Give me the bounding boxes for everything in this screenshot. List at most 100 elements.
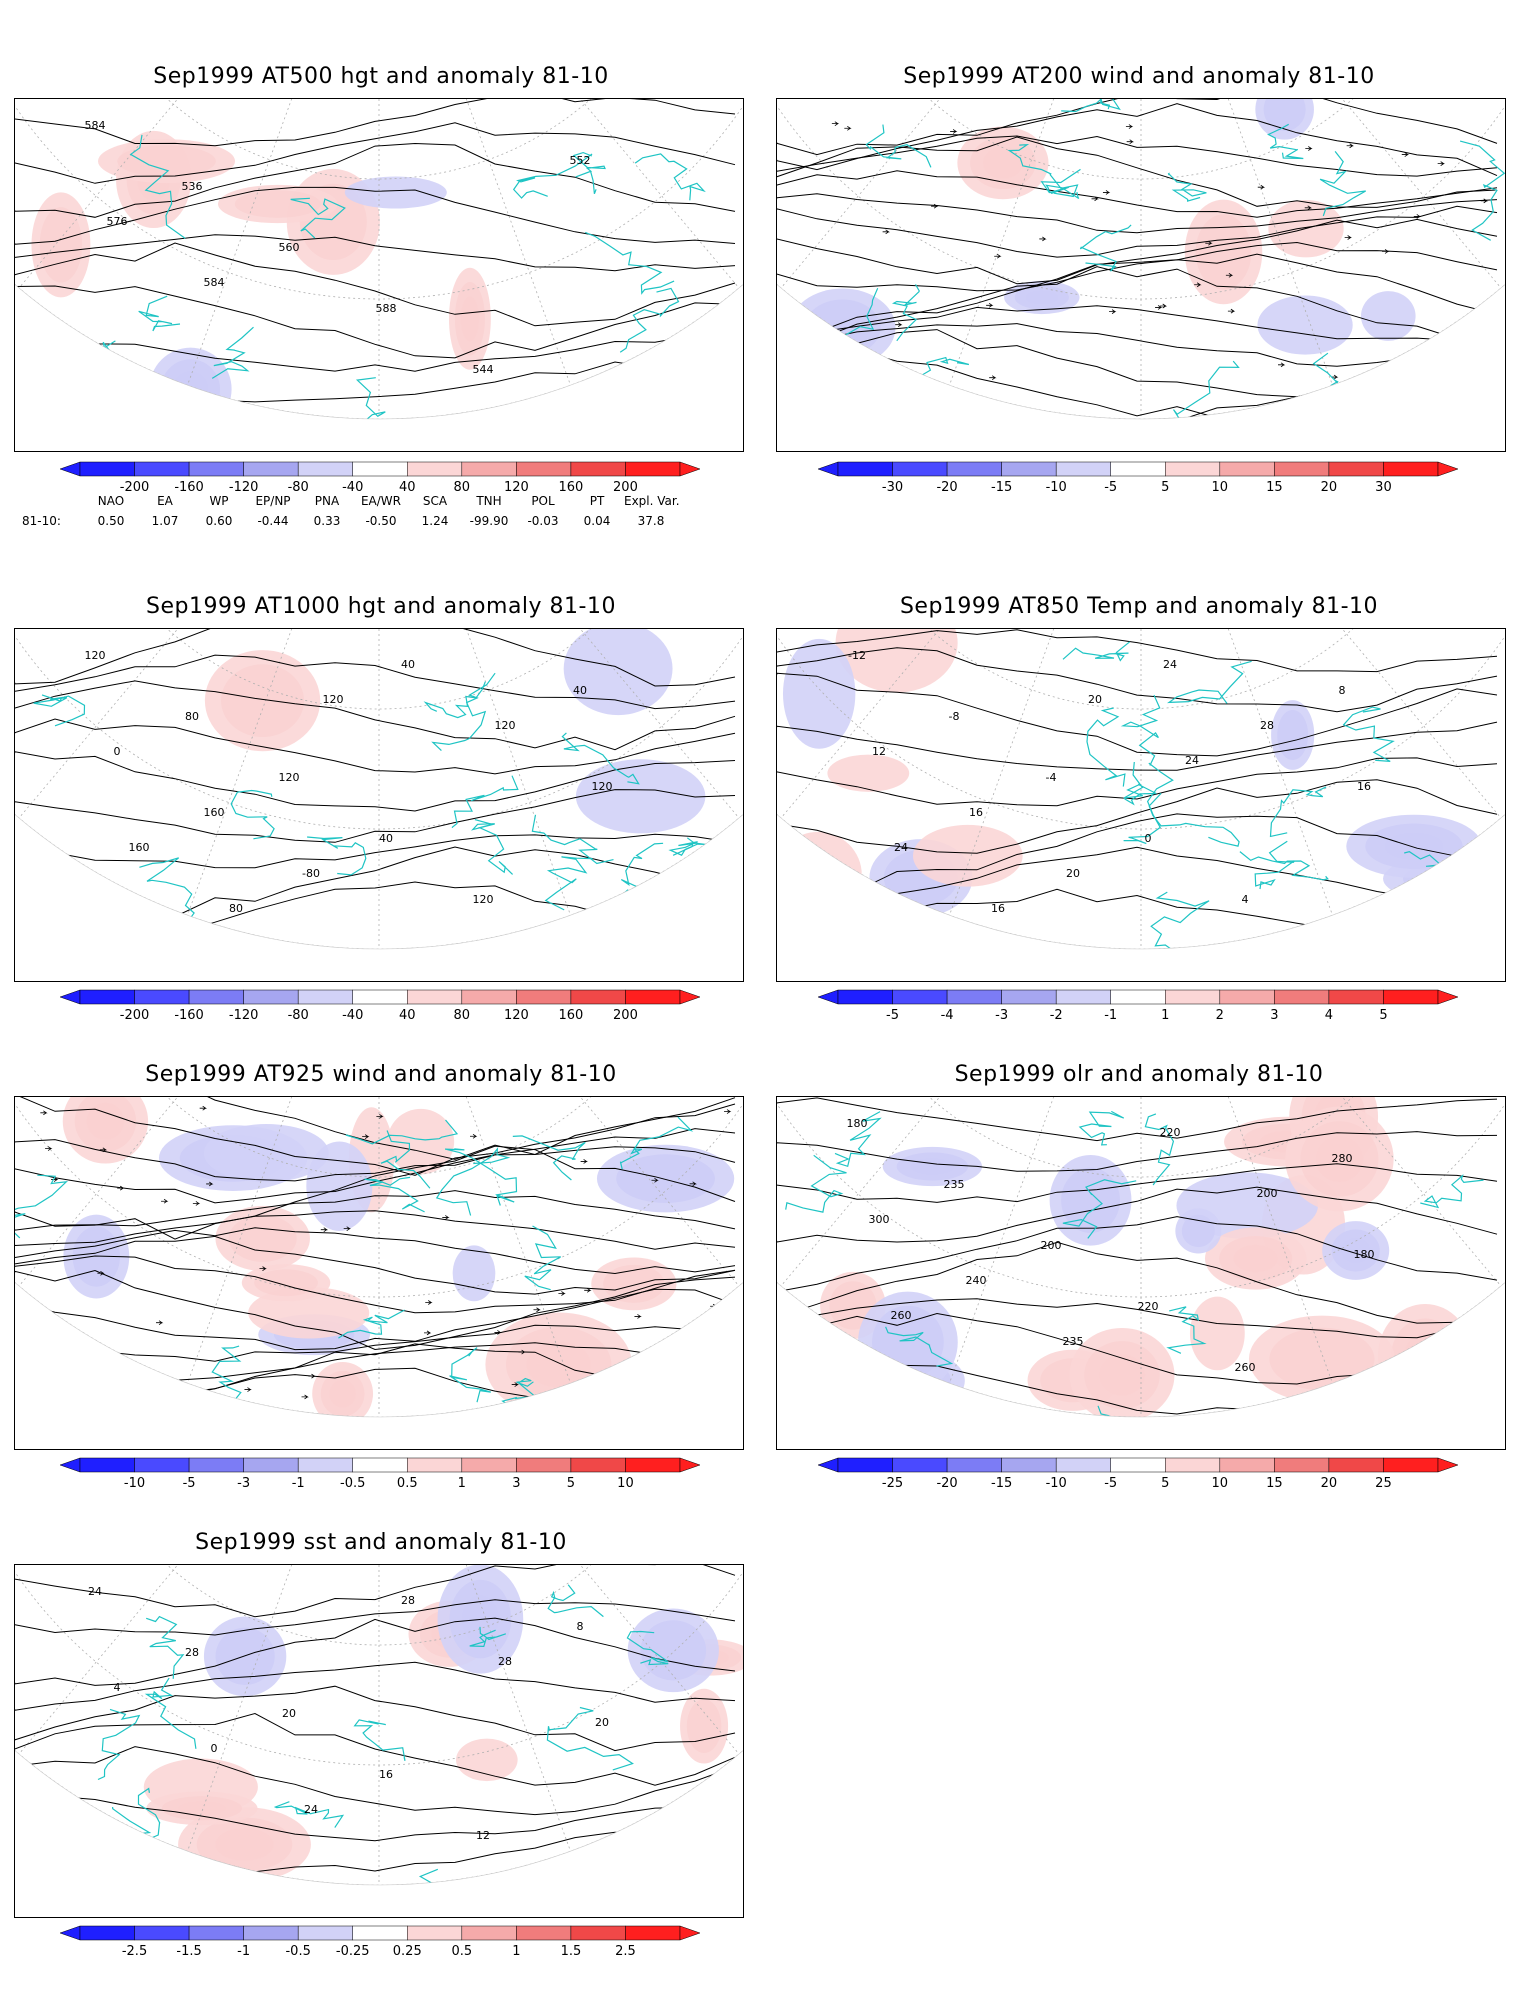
index-value: 1.24 bbox=[421, 514, 449, 528]
longitude-gridline bbox=[378, 629, 743, 670]
colorbar-tick-label: -40 bbox=[342, 1008, 363, 1023]
negative-anomaly bbox=[203, 1124, 329, 1183]
colorbar-swatch bbox=[892, 461, 948, 477]
colorbar-swatch bbox=[892, 989, 948, 1005]
contour-line bbox=[777, 305, 1498, 342]
colorbar-tick-label: -5 bbox=[183, 1476, 196, 1491]
colorbar-tick-label: 40 bbox=[399, 1008, 416, 1023]
panel-title: Sep1999 AT200 wind and anomaly 81-10 bbox=[903, 64, 1375, 89]
colorbar-tick-label: 80 bbox=[454, 480, 471, 495]
colorbar-swatch bbox=[243, 461, 299, 477]
streamline-arrow bbox=[586, 1402, 594, 1408]
streamline-arrow bbox=[511, 1382, 520, 1387]
coastline bbox=[418, 1868, 465, 1885]
longitude-gridline bbox=[949, 99, 1142, 386]
index-value-row: 0.50 1.07 0.60 -0.44 0.33 -0.50 1.24 -99.90 -0.0… bbox=[84, 514, 678, 528]
negative-anomaly bbox=[575, 759, 706, 834]
streamline-arrow bbox=[45, 1146, 53, 1151]
coastline bbox=[1167, 172, 1207, 202]
panel-sst: Sep1999 sst and anomaly 81-10 24 28 20 16 12… bbox=[14, 1526, 748, 1966]
colorbar-swatch bbox=[1001, 989, 1057, 1005]
colorbar-tick-label: 3 bbox=[1270, 1008, 1278, 1023]
contour-label: 552 bbox=[570, 154, 591, 167]
streamline-arrow bbox=[1331, 374, 1339, 380]
colorbar-tick-label: -0.5 bbox=[340, 1476, 365, 1491]
longitude-gridline bbox=[1140, 629, 1502, 819]
colorbar-swatch bbox=[243, 1925, 299, 1941]
colorbar: -5 -4 -3 -2 -1 1 2 3 4 5 bbox=[817, 988, 1468, 1028]
contour-line bbox=[15, 242, 736, 327]
colorbar-tick-label: -0.5 bbox=[285, 1944, 310, 1959]
hemisphere-edge bbox=[777, 814, 1505, 950]
colorbar-swatch bbox=[837, 989, 893, 1005]
coastline bbox=[682, 325, 713, 350]
streamline-arrow bbox=[192, 1201, 201, 1206]
colorbar-tick-label: -1.5 bbox=[176, 1944, 201, 1959]
streamline-arrow bbox=[1257, 184, 1266, 190]
coastline bbox=[561, 732, 640, 785]
streamline-arrow bbox=[1091, 196, 1099, 202]
coastline bbox=[1123, 761, 1157, 806]
colorbar-tick-label: 160 bbox=[558, 1008, 583, 1023]
streamline-arrow bbox=[43, 1343, 52, 1349]
colorbar: -200 -160 -120 -80 -40 40 80 120 160 200 bbox=[59, 460, 710, 500]
coastline bbox=[524, 1225, 561, 1291]
colorbar-tick-label: -5 bbox=[1104, 1476, 1117, 1491]
contour-label: 28 bbox=[401, 1594, 415, 1607]
contour-label: 80 bbox=[229, 902, 243, 915]
index-value: 1.07 bbox=[151, 514, 179, 528]
contour-line bbox=[15, 234, 736, 272]
streamline-arrow bbox=[442, 1215, 450, 1220]
contour-label: 20 bbox=[1066, 867, 1080, 880]
colorbar-swatch bbox=[1383, 1457, 1439, 1473]
positive-anomaly bbox=[62, 1097, 149, 1164]
contour-line bbox=[777, 379, 1498, 419]
coastline bbox=[544, 856, 593, 911]
map-area bbox=[14, 1096, 744, 1450]
streamline-arrow bbox=[566, 1414, 575, 1417]
colorbar-swatch bbox=[1274, 1457, 1330, 1473]
colorbar-tick-label: 1 bbox=[512, 1944, 520, 1959]
index-value: 0.60 bbox=[205, 514, 233, 528]
positive-anomaly bbox=[204, 650, 321, 752]
contour-line bbox=[777, 672, 1498, 757]
positive-anomaly bbox=[1248, 1315, 1395, 1403]
coastline bbox=[844, 1401, 871, 1417]
negative-anomaly bbox=[1175, 1208, 1222, 1254]
contour-label: 20 bbox=[1088, 693, 1102, 706]
colorbar-swatch bbox=[188, 1925, 244, 1941]
streamline-arrow bbox=[425, 1300, 433, 1305]
contour-label: 584 bbox=[85, 119, 106, 132]
streamline-arrow bbox=[882, 229, 890, 235]
streamline-arrow bbox=[244, 1387, 252, 1392]
contour-line bbox=[777, 136, 1498, 208]
colorbar-tick-label: 15 bbox=[1266, 480, 1283, 495]
longitude-gridline bbox=[1140, 629, 1333, 916]
colorbar-tick-label: 20 bbox=[1321, 1476, 1338, 1491]
contour-line bbox=[15, 1367, 736, 1417]
colorbar-swatch bbox=[188, 1457, 244, 1473]
coastline bbox=[73, 394, 120, 419]
coastline bbox=[449, 1347, 491, 1403]
coastline bbox=[1148, 792, 1240, 847]
coastline bbox=[451, 775, 519, 828]
positive-anomaly bbox=[146, 1791, 258, 1826]
coastline bbox=[15, 1174, 69, 1239]
streamline-arrow bbox=[301, 1394, 309, 1400]
streamline-arrow bbox=[580, 1159, 588, 1164]
coastline bbox=[144, 1677, 197, 1749]
colorbar-arrow-left bbox=[59, 461, 81, 477]
colorbar-tick-label: 5 bbox=[1161, 480, 1169, 495]
streamline-arrow bbox=[1227, 308, 1236, 314]
colorbar-swatch bbox=[892, 1457, 948, 1473]
colorbar-swatch bbox=[625, 989, 681, 1005]
negative-anomaly bbox=[452, 1245, 496, 1302]
contour-label: 8 bbox=[577, 1620, 584, 1633]
coastline bbox=[146, 1615, 185, 1679]
coastline bbox=[1040, 168, 1081, 200]
coastline bbox=[112, 1806, 152, 1885]
contour-line bbox=[15, 833, 736, 869]
coastline bbox=[1078, 1110, 1125, 1146]
colorbar-swatch bbox=[407, 989, 463, 1005]
contour-line bbox=[777, 99, 1498, 156]
